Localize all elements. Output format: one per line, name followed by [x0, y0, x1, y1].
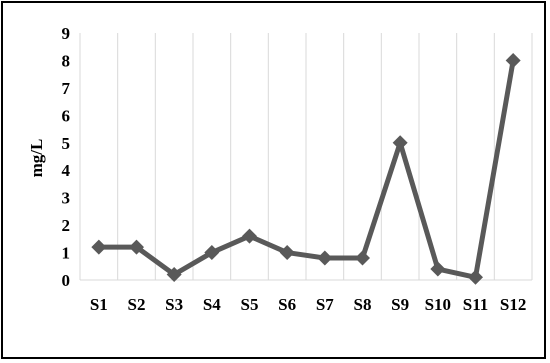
data-point-marker: [430, 261, 446, 277]
data-point-marker: [129, 239, 144, 255]
y-axis-ticks: 0 1 2 3 4 5 6 7 8 9: [62, 24, 71, 290]
data-point-marker: [505, 52, 521, 68]
x-tick-label: S5: [241, 295, 259, 314]
x-tick-label: S6: [278, 295, 296, 314]
y-tick-label: 4: [62, 161, 71, 180]
x-tick-label: S9: [391, 295, 409, 314]
series-line: [98, 60, 516, 280]
data-point-marker: [204, 245, 220, 261]
y-tick-label: 1: [62, 244, 71, 263]
series-markers: [91, 52, 521, 285]
x-tick-label: S3: [165, 295, 183, 314]
data-point-marker: [317, 250, 333, 266]
x-tick-label: S11: [463, 295, 489, 314]
data-point-marker: [468, 269, 483, 285]
x-tick-label: S1: [90, 295, 108, 314]
y-tick-label: 8: [62, 51, 71, 70]
x-tick-label: S2: [128, 295, 146, 314]
y-tick-label: 6: [62, 106, 71, 125]
chart-frame: [1, 1, 546, 359]
data-point-marker: [279, 245, 295, 261]
y-tick-label: 2: [62, 216, 71, 235]
y-axis-label: mg/L: [27, 139, 46, 178]
y-tick-label: 9: [62, 24, 71, 43]
y-tick-label: 5: [62, 134, 71, 153]
data-point-marker: [355, 250, 370, 266]
gridlines: [79, 33, 533, 281]
x-axis-ticks: S1 S2 S3 S4 S5 S6 S7 S8 S9 S10 S11 S12: [90, 295, 527, 314]
data-point-marker: [242, 228, 257, 244]
x-tick-label: S4: [203, 295, 221, 314]
x-tick-label: S8: [354, 295, 372, 314]
data-point-marker: [166, 267, 182, 283]
x-tick-label: S7: [316, 295, 334, 314]
data-point-marker: [392, 135, 408, 151]
x-tick-label: S10: [425, 295, 451, 314]
y-tick-label: 7: [62, 79, 71, 98]
data-point-marker: [91, 239, 107, 255]
y-tick-label: 0: [62, 271, 71, 290]
x-tick-label: S12: [500, 295, 526, 314]
y-tick-label: 3: [62, 189, 71, 208]
